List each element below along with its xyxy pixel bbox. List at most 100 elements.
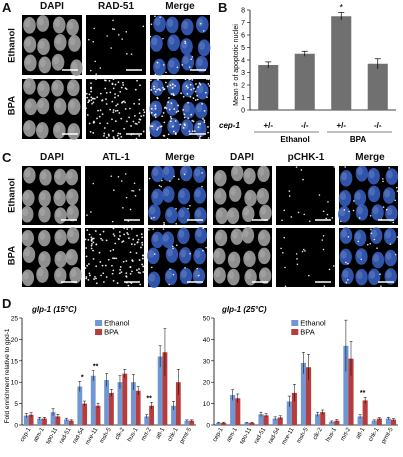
panel-d-left-ytick-label: 15	[11, 358, 19, 365]
panel-d-right-bar-bpa	[390, 419, 397, 425]
panel-d-left-legend-label-bpa: BPA	[104, 328, 118, 337]
panel-d-left-chart: 0 5 10 15 20 25 cep-1 atm-1 spo-11 rad-51 * rad-54 *…	[4, 305, 196, 446]
panel-d-right-legend-label-ethanol: Ethanol	[300, 319, 326, 328]
panel-a-col-merge: Merge	[165, 1, 195, 12]
panel-letter-c: C	[2, 150, 12, 165]
micrograph-c-bpa-atl1-merge	[147, 226, 208, 288]
panel-b-ytick-label: 8	[241, 8, 245, 15]
micrograph-c-bpa-pchk1-merge	[339, 227, 399, 287]
panel-d-left-legend-label-ethanol: Ethanol	[104, 319, 130, 328]
micrograph-c-bpa-atl1-dapi	[22, 227, 82, 287]
panel-d-right-ytick-label: 10	[203, 401, 211, 408]
panel-d-right-bar-bpa	[306, 367, 312, 425]
panel-d-left-bar-bpa	[109, 392, 114, 425]
micrograph-c-ethanol-pchk1-dapi	[213, 166, 272, 225]
panel-d-left-bar-ethanol	[50, 412, 56, 425]
panel-b-ytick-label: 0	[241, 108, 245, 115]
panel-letter-d: D	[2, 296, 12, 311]
panel-d-left-ytick-label: 0	[14, 423, 18, 430]
panel-b-bar	[367, 63, 388, 110]
panel-d-left-bar-bpa	[42, 418, 47, 425]
panel-d-right-bar-ethanol	[258, 414, 264, 425]
panel-letter-b: B	[218, 0, 228, 15]
panel-c-col-dapi-left: DAPI	[40, 152, 64, 163]
panel-d-right-ytick-label: 30	[203, 358, 211, 365]
micrograph-a-ethanol-merge	[149, 15, 211, 76]
panel-d-right-bar-ethanol	[272, 418, 278, 425]
panel-d-right-category-label: msh-5	[296, 426, 310, 444]
panel-c-col-pchk1: pCHK-1	[287, 152, 325, 163]
panel-b-genotype-label: cep-1	[219, 121, 240, 130]
panel-b-bar	[294, 53, 315, 110]
panel-d-right-ytick-label: 40	[203, 337, 211, 344]
panel-d-right-category-label: atl-1	[355, 426, 366, 440]
panel-d-left-bar-bpa	[122, 373, 128, 425]
panel-b-significance: *	[339, 3, 343, 13]
panel-c-col-atl1: ATL-1	[102, 152, 130, 163]
panel-d-left-bar-ethanol	[77, 386, 83, 425]
panel-d-left-category-label: atl-1	[155, 426, 166, 440]
panel-d-left-bar-ethanol	[23, 415, 29, 425]
micrograph-c-bpa-pchk1-dapi	[213, 226, 272, 287]
panel-d-left-bar-bpa	[95, 405, 101, 425]
panel-c-col-dapi-right: DAPI	[230, 152, 254, 163]
panel-b-ytick-label: 1	[241, 95, 245, 102]
panel-d-right-legend-swatch-ethanol	[291, 320, 299, 326]
panel-d-left-significance: *	[81, 374, 84, 381]
panel-d-left-bar-ethanol	[90, 375, 96, 425]
panel-letter-a: A	[2, 0, 12, 15]
panel-d-left-ytick-label: 10	[11, 380, 19, 387]
panel-d-right-bar-bpa	[334, 420, 340, 425]
panel-d-left-bar-bpa	[82, 403, 88, 425]
panel-d-right-bar-ethanol	[385, 418, 391, 425]
panel-d-left-bar-bpa	[162, 352, 168, 425]
panel-d-right-ytick-label: 0	[206, 423, 210, 430]
panel-a-col-dapi: DAPI	[40, 1, 64, 12]
panel-d-right-bar-ethanol	[329, 421, 335, 425]
micrograph-a-bpa-merge	[149, 78, 211, 140]
panel-b-ytick-label: 5	[241, 45, 245, 52]
panel-d-left-significance: **	[93, 364, 99, 371]
panel-d-left-category-label: atm-1	[33, 426, 46, 443]
panel-d-right-bar-ethanol	[215, 422, 222, 425]
panel-a-row-ethanol: Ethanol	[6, 28, 18, 63]
panel-b-category-label: -/-	[374, 121, 382, 130]
micrograph-c-ethanol-atl1-foci	[85, 166, 144, 225]
panel-d-right-bar-bpa	[362, 400, 368, 425]
panel-d-left-bar-ethanol	[184, 420, 190, 425]
panel-d-left-bar-bpa	[175, 382, 181, 425]
panel-d-left-bar-ethanol	[130, 382, 136, 425]
panel-b-ytick-label: 7	[241, 20, 245, 27]
micrograph-a-ethanol-foci	[86, 15, 146, 75]
micrograph-c-ethanol-atl1-dapi	[22, 166, 81, 225]
panel-c-row-ethanol: Ethanol	[6, 178, 18, 213]
panel-d-left-category-label: prmt-5	[179, 426, 193, 445]
panel-d-right-bar-ethanol	[300, 362, 306, 425]
micrograph-a-ethanol-dapi	[22, 15, 83, 77]
panel-b-ylabel: Mean # of apoptotic nuclei	[233, 24, 240, 106]
panel-a-micrographs	[22, 15, 211, 140]
panel-d-right-title: glp-1 (25°C)	[221, 305, 267, 314]
panel-b-ytick-label: 6	[241, 33, 245, 40]
panel-d-right-bar-bpa	[376, 418, 382, 425]
micrograph-c-bpa-atl1-foci	[84, 227, 145, 287]
panel-d-left-bar-ethanol	[64, 419, 69, 425]
panel-d-right-category-label: prmt-5	[381, 426, 395, 445]
panel-b-group-bpa: BPA	[350, 135, 367, 144]
panel-b-ytick-label: 3	[241, 70, 245, 77]
panel-d-left-category-label: mrt-2	[141, 426, 154, 442]
panel-b-group-ethanol: Ethanol	[280, 135, 309, 144]
panel-b-ytick-label: 4	[241, 58, 245, 65]
panel-d-right-legend-swatch-bpa	[291, 329, 299, 335]
panel-d-right-significance: **	[360, 390, 366, 397]
panel-d-right-bar-bpa	[221, 422, 227, 425]
panel-b-category-label: -/-	[301, 121, 309, 130]
panel-d-right-category-label: atm-1	[226, 426, 239, 443]
micrograph-a-bpa-foci	[85, 78, 146, 140]
panel-d-right-bar-ethanol	[371, 420, 377, 425]
panel-d-right-category-label: rad-54	[268, 426, 282, 445]
panel-d-left-bar-ethanol	[37, 418, 43, 425]
panel-d-left-bar-ethanol	[171, 405, 176, 425]
panel-d-left-bar-bpa	[189, 420, 195, 425]
